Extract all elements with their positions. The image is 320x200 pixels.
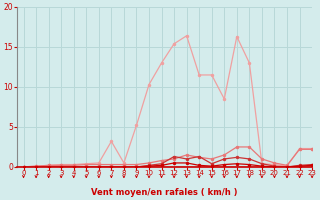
X-axis label: Vent moyen/en rafales ( km/h ): Vent moyen/en rafales ( km/h ) <box>92 188 238 197</box>
